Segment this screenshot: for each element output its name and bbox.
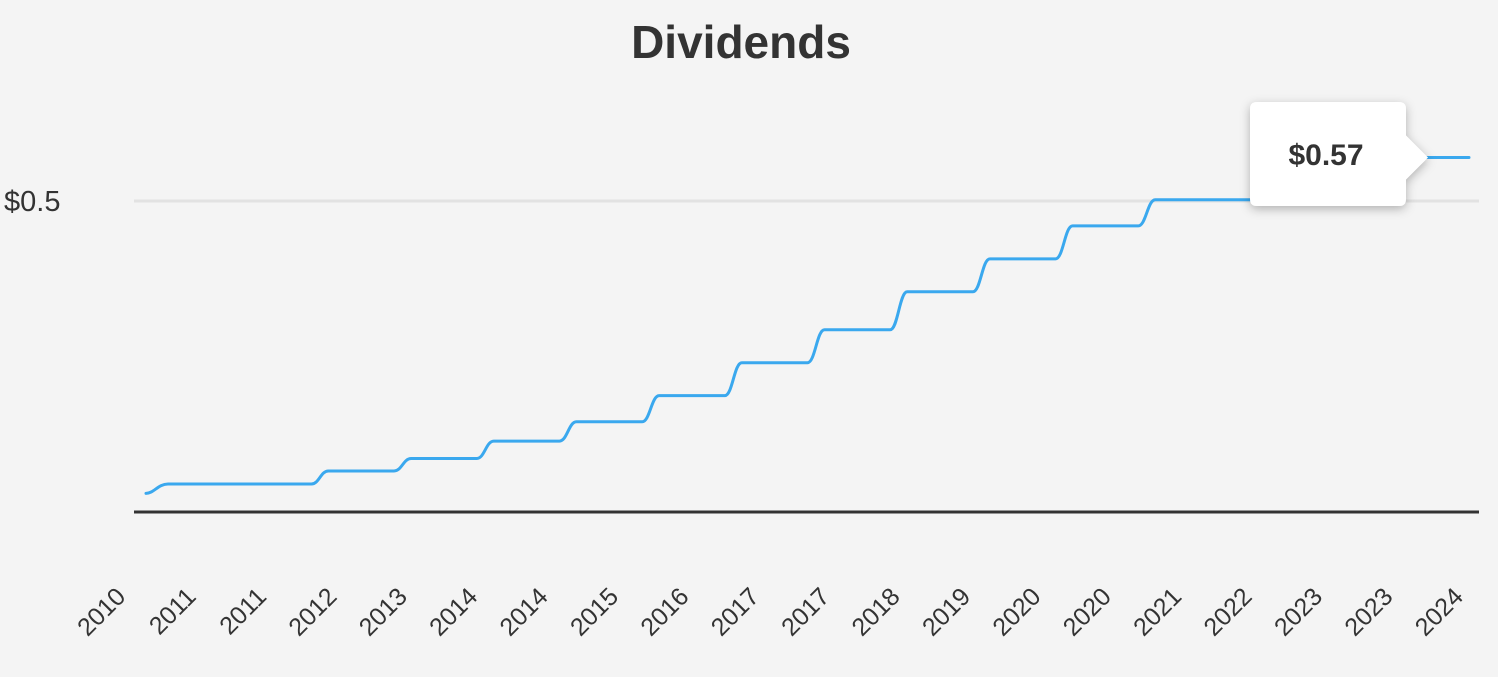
x-tick-label: 2021 [1128,582,1187,641]
x-tick-label: 2020 [987,582,1046,641]
x-tick-label: 2017 [776,582,835,641]
x-tick-label: 2011 [144,582,202,640]
x-tick-label: 2011 [214,582,272,640]
y-tick-labels: $0.5 [4,186,60,218]
x-tick-label: 2020 [1058,582,1117,641]
x-tick-label: 2016 [635,582,694,641]
tooltip-box [1250,102,1428,206]
x-tick-label: 2019 [917,582,976,641]
dividend-line [144,155,1471,495]
x-tick-label: 2017 [706,582,765,641]
x-tick-label: 2014 [424,582,483,641]
x-tick-label: 2014 [495,582,554,641]
tooltip-value: $0.57 [1288,139,1363,172]
y-tick-label: $0.5 [4,186,60,218]
x-tick-label: 2012 [283,582,342,641]
x-tick-label: 2013 [354,582,413,641]
x-tick-label: 2023 [1339,582,1398,641]
x-tick-label: 2018 [847,582,906,641]
x-tick-label: 2015 [565,582,624,641]
value-tooltip: $0.57 [1250,102,1428,206]
chart-title: Dividends [631,16,851,68]
x-tick-label: 2023 [1269,582,1328,641]
x-tick-label: 2024 [1410,582,1469,641]
series-layer [144,155,1471,495]
x-tick-label: 2010 [72,582,131,641]
x-tick-label: 2022 [1199,582,1258,641]
x-tick-labels: 2010 2011 2011 2012 2013 2014 2014 2015 2016 2017… [72,582,1469,641]
